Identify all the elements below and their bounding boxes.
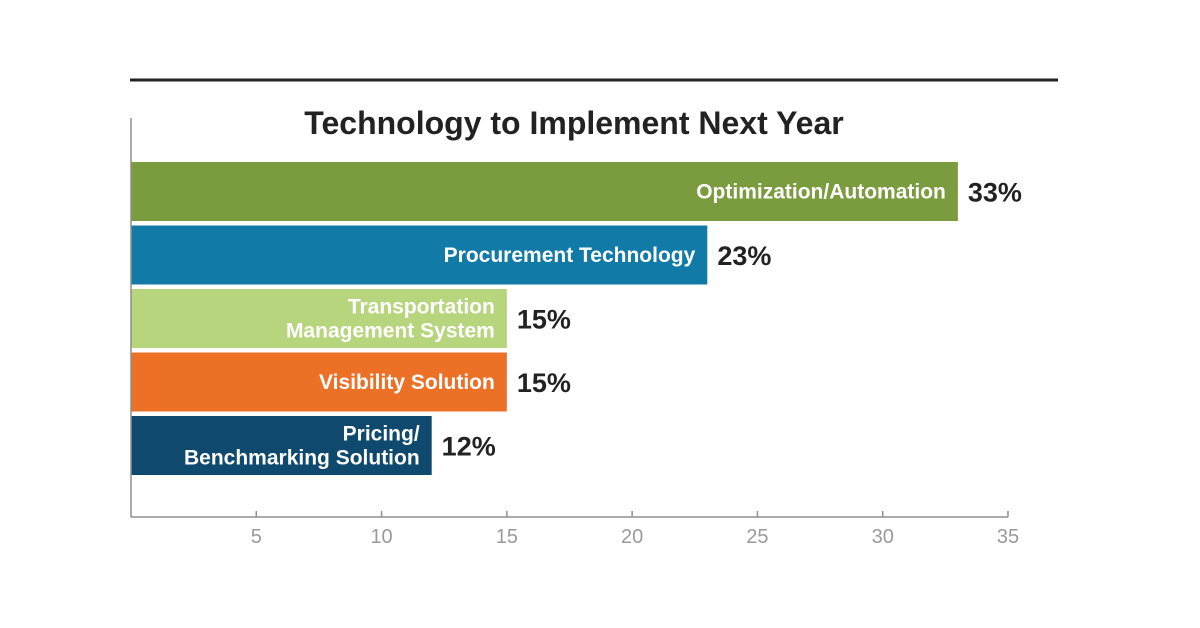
value-label-4: 15% (517, 368, 571, 398)
bar-1 (131, 162, 958, 221)
bar-label-3-line-2: Management System (286, 320, 495, 343)
value-label-3: 15% (517, 305, 571, 335)
chart-title: Technology to Implement Next Year (304, 105, 843, 141)
x-axis-ticks: 5 10 15 20 25 30 35 (251, 511, 1019, 548)
bar-5 (131, 416, 432, 475)
value-label-2: 23% (717, 241, 771, 271)
bar-label-5-line-1: Pricing/ (343, 423, 420, 446)
value-label-1: 33% (968, 178, 1022, 208)
bar-3 (131, 289, 507, 348)
bar-label-1: Optimization/Automation (696, 181, 946, 204)
x-tick-label-15: 15 (496, 526, 518, 548)
bar-2 (131, 225, 708, 285)
x-tick-label-25: 25 (746, 526, 768, 548)
bar-label-5-line-2: Benchmarking Solution (184, 447, 420, 470)
bar-label-3-line-1: Transportation (348, 296, 495, 319)
x-tick-label-5: 5 (251, 526, 262, 548)
x-tick-label-20: 20 (621, 526, 643, 548)
bar-label-2: Procurement Technology (444, 244, 696, 267)
x-tick-label-30: 30 (872, 526, 894, 548)
bar-4 (131, 352, 507, 412)
bar-label-4: Visibility Solution (319, 371, 495, 394)
x-tick-label-35: 35 (997, 526, 1019, 548)
x-tick-label-10: 10 (370, 526, 392, 548)
value-label-5: 12% (442, 432, 496, 462)
bars: Optimization/Automation 33% Procurement Te… (131, 162, 1022, 475)
